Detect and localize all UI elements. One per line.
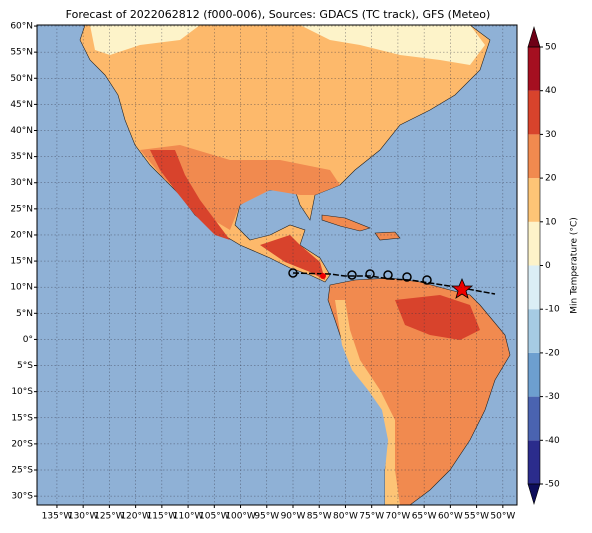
x-tick-label: 85°W [307, 512, 332, 522]
y-tick-label: 35°N [10, 152, 33, 162]
y-tick-label: 0° [23, 335, 33, 345]
y-tick-label: 15°S [11, 413, 33, 423]
x-tick-label: 60°W [438, 512, 463, 522]
colorbar-segment [528, 178, 540, 222]
y-tick-label: 50°N [10, 74, 33, 84]
colorbar-tick-label: -50 [545, 480, 560, 490]
cool-north [300, 25, 485, 65]
map-frame [36, 24, 518, 506]
colorbar-segment [528, 134, 540, 179]
north-america [79, 24, 491, 283]
colorbar-extend-low [527, 483, 541, 506]
x-tick-label: 90°W [281, 512, 306, 522]
hispaniola [374, 231, 401, 241]
y-tick-label: 30°S [11, 492, 33, 502]
colorbar-tick-label: 0 [545, 261, 551, 271]
colorbar-tick-label: 30 [545, 130, 557, 140]
x-tick-label: 80°W [333, 512, 358, 522]
colorbar-tick-label: 20 [545, 174, 557, 184]
y-tick-label: 20°S [11, 439, 33, 449]
colorbar-segment [528, 47, 540, 91]
colorbar-tick-label: -40 [545, 436, 560, 446]
tc-track [288, 268, 496, 299]
colorbar-segment [528, 440, 540, 484]
x-tick-label: 75°W [359, 512, 384, 522]
colorbar-tick-label: 10 [545, 217, 557, 227]
colorbar-segment [528, 309, 540, 353]
cuba [321, 214, 371, 232]
x-tick-label: 100°W [225, 512, 256, 522]
hot-central-america [260, 235, 325, 280]
grid [37, 25, 517, 505]
y-tick-label: 5°S [17, 361, 33, 371]
track-symbol [422, 275, 432, 285]
x-tick-label: 120°W [120, 512, 151, 522]
y-tick-label: 55°N [10, 48, 33, 58]
y-tick-label: 45°N [10, 100, 33, 110]
colorbar-segment [528, 396, 540, 441]
track-point [320, 273, 326, 279]
y-tick-label: 30°N [10, 178, 33, 188]
hot-amazon [395, 295, 480, 340]
x-tick-label: 65°W [412, 512, 437, 522]
y-tick-label: 5°N [16, 309, 33, 319]
y-tick-label: 40°N [10, 126, 33, 136]
track-symbol [402, 272, 412, 282]
track-symbol [383, 270, 393, 280]
x-tick-label: 130°W [68, 512, 99, 522]
x-tick-label: 95°W [254, 512, 279, 522]
y-tick-label: 60°N [10, 22, 33, 32]
x-tick-label: 70°W [385, 512, 410, 522]
current-position [450, 277, 474, 299]
colorbar-tick-label: -10 [545, 305, 560, 315]
colorbar-extend-high [527, 25, 541, 48]
colorbar-segment [528, 90, 540, 135]
track-symbol [365, 269, 375, 279]
colorbar-tick-label: -30 [545, 392, 560, 402]
x-tick-label: 105°W [199, 512, 230, 522]
x-tick-label: 50°W [490, 512, 515, 522]
x-tick-label: 135°W [42, 512, 73, 522]
colorbar-segment [528, 221, 540, 266]
y-tick-label: 25°S [11, 466, 33, 476]
colorbar-tick-label: -20 [545, 348, 560, 358]
colorbar-segment [528, 352, 540, 397]
colorbar-tick-label: 50 [545, 43, 557, 53]
y-tick-label: 25°N [10, 204, 33, 214]
colorbar-tick-label: 40 [545, 86, 557, 96]
x-tick-label: 115°W [147, 512, 178, 522]
colorbar: -50 -40 -30 -20 -10 0 10 20 30 40 50 Min Temperatur… [527, 25, 580, 506]
cool-andes [335, 300, 400, 505]
hot-mexico [150, 150, 230, 240]
chart-title: Forecast of 2022062812 (f000-006), Sourc… [66, 8, 491, 21]
x-tick-label: 125°W [94, 512, 125, 522]
y-tick-label: 20°N [10, 230, 33, 240]
map [36, 24, 518, 506]
y-tick-label: 10°S [11, 387, 33, 397]
cool-northwest [90, 25, 200, 55]
x-tick-label: 110°W [173, 512, 204, 522]
x-tick-label: 55°W [464, 512, 489, 522]
colorbar-segment [528, 265, 540, 310]
y-tick-label: 15°N [10, 257, 33, 267]
y-tick-label: 10°N [10, 283, 33, 293]
warm-south-us [140, 145, 340, 230]
track-symbol [347, 270, 357, 280]
colorbar-label: Min Temperature (°C) [570, 217, 580, 314]
